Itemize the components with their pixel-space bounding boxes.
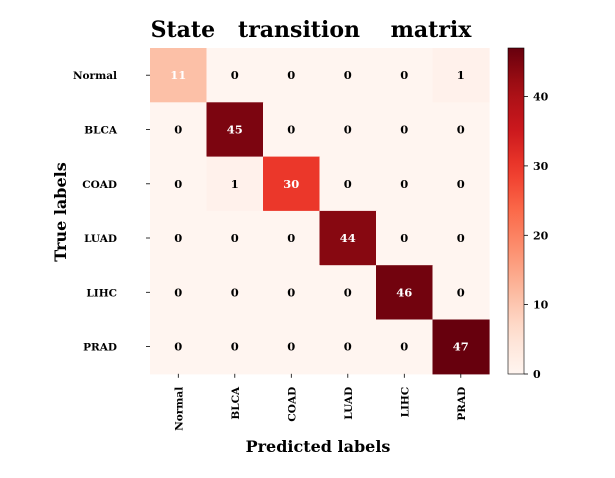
- heatmap-cell: [376, 102, 434, 158]
- cell-value-label: 0: [174, 177, 182, 191]
- heatmap-cell: [432, 156, 490, 212]
- colorbar-tick-label: 10: [533, 299, 549, 312]
- x-tick-label: PRAD: [456, 387, 468, 421]
- heatmap-cell: [432, 102, 490, 158]
- cell-value-label: 0: [457, 177, 465, 191]
- heatmap-cell: [263, 319, 321, 375]
- heatmap-cell: [206, 48, 264, 103]
- heatmap-cell: [319, 102, 377, 158]
- heatmap-cell: [206, 156, 264, 212]
- heatmap-cell: [376, 265, 434, 321]
- heatmap-cell: [150, 210, 208, 266]
- cell-value-label: 0: [287, 231, 295, 245]
- heatmap-cell: [206, 265, 264, 321]
- cell-value-label: 0: [287, 68, 295, 82]
- cell-value-label: 0: [174, 340, 182, 354]
- heatmap-cell: [376, 319, 434, 375]
- cell-value-label: 47: [453, 340, 469, 354]
- cell-value-label: 1: [231, 177, 239, 191]
- colorbar-tick-label: 40: [533, 91, 549, 104]
- cell-value-label: 0: [231, 340, 239, 354]
- heatmap-cell: [263, 265, 321, 321]
- y-tick-label: PRAD: [83, 342, 117, 354]
- heatmap-cell: [150, 265, 208, 321]
- cell-value-label: 0: [174, 231, 182, 245]
- cell-value-label: 0: [400, 231, 408, 245]
- heatmap-cell: [376, 48, 434, 103]
- cell-value-label: 0: [174, 122, 182, 136]
- x-axis-title: Predicted labels: [246, 437, 391, 456]
- cell-value-label: 46: [396, 285, 412, 299]
- x-tick-label: LIHC: [399, 387, 411, 418]
- heatmap-cell-labels: 11 0 0 0 0 1 0 45 0 0 0 0 0 1 30 0 0 0 0 0 0 44 0 0 0 0 0 0 46 0 0 0 0 0 0…: [170, 68, 469, 353]
- heatmap-cell: [150, 156, 208, 212]
- heatmap-cell: [319, 156, 377, 212]
- colorbar: [507, 47, 525, 375]
- y-tick-label: LUAD: [84, 233, 117, 245]
- heatmap-cell: [263, 210, 321, 266]
- cell-value-label: 0: [344, 285, 352, 299]
- heatmap-cell: [150, 319, 208, 375]
- colorbar-tick-label: 30: [533, 160, 549, 173]
- cell-value-label: 0: [400, 177, 408, 191]
- heatmap-cell: [263, 102, 321, 158]
- cell-value-label: 0: [457, 285, 465, 299]
- heatmap-cell: [432, 210, 490, 266]
- chart-title: State transition matrix: [151, 17, 473, 43]
- cell-value-label: 0: [400, 122, 408, 136]
- heatmap-cell: [206, 210, 264, 266]
- heatmap-cell: [263, 48, 321, 103]
- heatmap-cell: [432, 265, 490, 321]
- heatmap-cell: [206, 319, 264, 375]
- cell-value-label: 11: [170, 68, 186, 82]
- heatmap-cell: [319, 319, 377, 375]
- heatmap-cell: [432, 48, 490, 103]
- x-tick-labels: Normal BLCA COAD LUAD LIHC PRAD: [173, 373, 468, 431]
- cell-value-label: 0: [457, 231, 465, 245]
- cell-value-label: 0: [174, 285, 182, 299]
- heatmap-cell: [150, 48, 208, 103]
- y-tick-label: Normal: [73, 70, 117, 82]
- colorbar-ticks: 0 10 20 30 40: [524, 91, 549, 381]
- heatmap-cell: [150, 102, 208, 158]
- cell-value-label: 0: [457, 122, 465, 136]
- heatmap-cell: [263, 156, 321, 212]
- cell-value-label: 45: [227, 122, 243, 136]
- cell-value-label: 30: [283, 177, 299, 191]
- x-tick-label: LUAD: [343, 387, 355, 420]
- cell-value-label: 0: [231, 231, 239, 245]
- cell-value-label: 0: [400, 68, 408, 82]
- cell-value-label: 0: [287, 122, 295, 136]
- heatmap-cell: [432, 319, 490, 375]
- y-axis-title: True labels: [51, 162, 70, 261]
- cell-value-label: 0: [287, 285, 295, 299]
- cell-value-label: 0: [400, 340, 408, 354]
- heatmap-cell: [319, 48, 377, 103]
- cell-value-label: 0: [287, 340, 295, 354]
- x-tick-label: Normal: [173, 387, 185, 431]
- heatmap-cell: [319, 210, 377, 266]
- y-tick-label: COAD: [82, 179, 117, 191]
- heatmap-cell: [376, 156, 434, 212]
- colorbar-tick-label: 0: [533, 368, 541, 381]
- x-tick-label: BLCA: [230, 386, 242, 420]
- cell-value-label: 0: [231, 68, 239, 82]
- cell-value-label: 44: [340, 231, 356, 245]
- cell-value-label: 0: [344, 177, 352, 191]
- cell-value-label: 0: [344, 122, 352, 136]
- y-tick-labels: Normal BLCA COAD LUAD LIHC PRAD: [73, 70, 150, 354]
- heatmap-cell: [376, 210, 434, 266]
- cell-value-label: 0: [344, 68, 352, 82]
- cell-value-label: 1: [457, 68, 465, 82]
- x-tick-label: COAD: [286, 387, 298, 422]
- heatmap-cell: [319, 265, 377, 321]
- heatmap-cells: [150, 48, 490, 375]
- cell-value-label: 0: [231, 285, 239, 299]
- cell-value-label: 0: [344, 340, 352, 354]
- colorbar-tick-label: 20: [533, 229, 549, 242]
- y-tick-label: BLCA: [84, 124, 118, 136]
- y-tick-label: LIHC: [86, 287, 117, 299]
- heatmap-cell: [206, 102, 264, 158]
